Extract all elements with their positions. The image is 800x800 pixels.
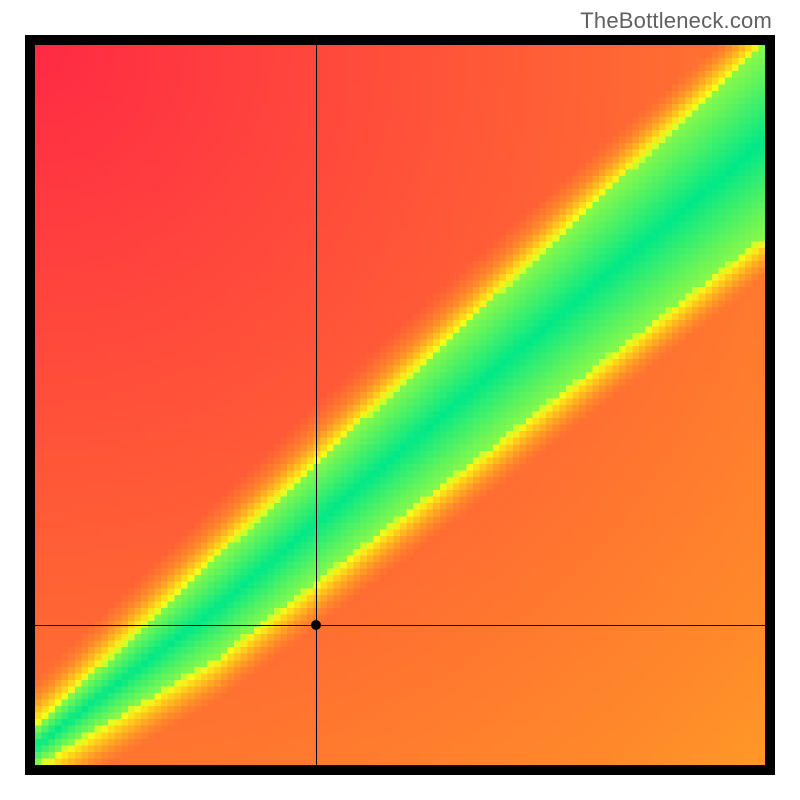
- heatmap-canvas: [35, 45, 765, 765]
- crosshair-vertical: [316, 45, 317, 765]
- chart-frame: [25, 35, 775, 775]
- watermark: TheBottleneck.com: [580, 8, 772, 34]
- crosshair-point: [311, 620, 321, 630]
- crosshair-horizontal: [35, 625, 765, 626]
- heatmap-plot: [35, 45, 765, 765]
